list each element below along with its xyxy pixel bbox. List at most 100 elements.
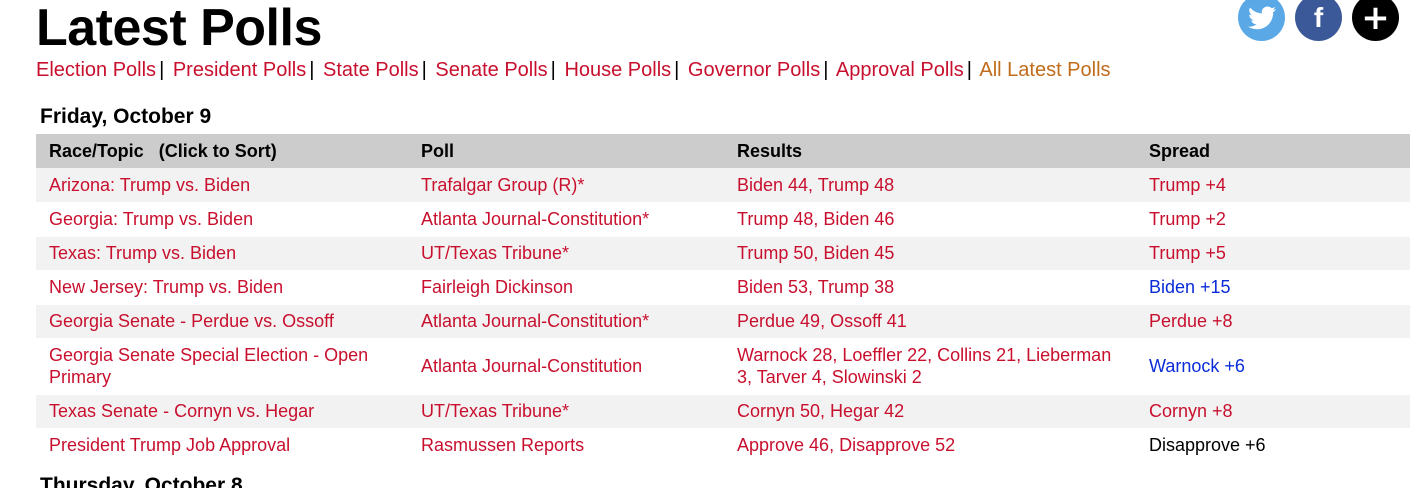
race-cell: New Jersey: Trump vs. Biden <box>36 270 408 305</box>
table-row: Georgia Senate - Perdue vs. Ossoff Atlant… <box>36 304 1410 339</box>
table-row: Arizona: Trump vs. Biden Trafalgar Group … <box>36 168 1410 203</box>
spread-link[interactable]: Disapprove +6 <box>1149 435 1266 455</box>
poll-cell: Rasmussen Reports <box>408 428 724 463</box>
spread-link[interactable]: Trump +4 <box>1149 174 1226 195</box>
table-row: President Trump Job Approval Rasmussen Re… <box>36 428 1410 463</box>
nav-separator: | <box>674 59 680 81</box>
twitter-share-button[interactable] <box>1238 0 1285 41</box>
spread-cell: Biden +15 <box>1136 270 1410 305</box>
more-share-button[interactable]: + <box>1352 0 1399 41</box>
poll-link[interactable]: Trafalgar Group (R)* <box>421 174 585 195</box>
results-column-header[interactable]: Results <box>724 134 1136 168</box>
nav-link-approval-polls[interactable]: Approval Polls <box>835 59 964 81</box>
race-link[interactable]: Texas Senate - Cornyn vs. Hegar <box>49 401 315 421</box>
poll-cell: UT/Texas Tribune* <box>408 236 724 271</box>
nav-link-election-polls[interactable]: Election Polls <box>36 59 157 81</box>
table-row: Georgia Senate Special Election - Open P… <box>36 338 1410 395</box>
nav-separator: | <box>309 59 315 81</box>
page-title: Latest Polls <box>36 0 322 57</box>
nav-link-state-polls[interactable]: State Polls <box>323 59 419 81</box>
nav-link-senate-polls[interactable]: Senate Polls <box>435 59 548 81</box>
results-link[interactable]: Warnock 28, Loeffler 22, Collins 21, Lie… <box>737 345 1112 387</box>
plus-icon: + <box>1361 0 1390 38</box>
spread-cell: Warnock +6 <box>1136 338 1410 395</box>
nav-separator: | <box>550 59 556 81</box>
race-cell: President Trump Job Approval <box>36 428 408 463</box>
poll-link[interactable]: Rasmussen Reports <box>421 435 585 455</box>
spread-link[interactable]: Biden +15 <box>1149 277 1231 297</box>
table-row: New Jersey: Trump vs. Biden Fairleigh Dic… <box>36 270 1410 305</box>
spread-link[interactable]: Cornyn +8 <box>1149 401 1233 421</box>
results-cell: Trump 48, Biden 46 <box>724 202 1136 237</box>
race-link[interactable]: Georgia: Trump vs. Biden <box>49 209 254 229</box>
nav-separator: | <box>421 59 427 81</box>
poll-column-header[interactable]: Poll <box>408 134 724 168</box>
poll-cell: Atlanta Journal-Constitution* <box>408 202 724 237</box>
nav-separator: | <box>159 59 165 81</box>
results-cell: Biden 44, Trump 48 <box>724 168 1136 203</box>
table-row: Georgia: Trump vs. Biden Atlanta Journal-… <box>36 202 1410 237</box>
race-link[interactable]: Arizona: Trump vs. Biden <box>49 174 251 195</box>
race-cell: Georgia: Trump vs. Biden <box>36 202 408 237</box>
nav-link-all-latest-polls[interactable]: All Latest Polls <box>979 59 1111 81</box>
results-cell: Warnock 28, Loeffler 22, Collins 21, Lie… <box>724 338 1136 395</box>
nav-link-president-polls[interactable]: President Polls <box>172 59 307 81</box>
race-cell: Georgia Senate Special Election - Open P… <box>36 338 408 395</box>
race-link[interactable]: Texas: Trump vs. Biden <box>49 243 237 263</box>
poll-link[interactable]: Atlanta Journal-Constitution <box>421 356 643 376</box>
facebook-icon: f <box>1313 1 1324 33</box>
nav-separator: | <box>823 59 829 81</box>
polls-table: Race/Topic (Click to Sort) Poll Results … <box>36 134 1410 463</box>
race-column-header[interactable]: Race/Topic (Click to Sort) <box>36 134 408 168</box>
day-heading: Friday, October 9 <box>40 105 212 128</box>
spread-cell: Trump +2 <box>1136 202 1410 237</box>
race-link[interactable]: New Jersey: Trump vs. Biden <box>49 277 284 297</box>
poll-link[interactable]: Atlanta Journal-Constitution* <box>421 209 650 229</box>
table-header-row: Race/Topic (Click to Sort) Poll Results … <box>36 134 1410 168</box>
poll-link[interactable]: Fairleigh Dickinson <box>421 277 574 297</box>
results-link[interactable]: Trump 48, Biden 46 <box>737 209 895 229</box>
results-cell: Perdue 49, Ossoff 41 <box>724 304 1136 339</box>
results-link[interactable]: Biden 44, Trump 48 <box>737 174 895 195</box>
poll-link[interactable]: Atlanta Journal-Constitution* <box>421 311 650 331</box>
race-cell: Texas: Trump vs. Biden <box>36 236 408 271</box>
race-link[interactable]: Georgia Senate Special Election - Open P… <box>49 345 369 387</box>
poll-cell: UT/Texas Tribune* <box>408 394 724 429</box>
race-cell: Georgia Senate - Perdue vs. Ossoff <box>36 304 408 339</box>
nav-separator: | <box>966 59 972 81</box>
spread-cell: Cornyn +8 <box>1136 394 1410 429</box>
table-row: Texas Senate - Cornyn vs. Hegar UT/Texas … <box>36 394 1410 429</box>
spread-link[interactable]: Trump +5 <box>1149 243 1226 263</box>
next-day-heading: Thursday, October 8 <box>40 474 243 488</box>
spread-link[interactable]: Trump +2 <box>1149 209 1226 229</box>
results-link[interactable]: Approve 46, Disapprove 52 <box>737 435 956 455</box>
poll-cell: Atlanta Journal-Constitution* <box>408 304 724 339</box>
results-link[interactable]: Cornyn 50, Hegar 42 <box>737 401 905 421</box>
race-link[interactable]: Georgia Senate - Perdue vs. Ossoff <box>49 311 334 331</box>
table-row: Texas: Trump vs. Biden UT/Texas Tribune* T… <box>36 236 1410 271</box>
results-cell: Trump 50, Biden 45 <box>724 236 1136 271</box>
poll-cell: Trafalgar Group (R)* <box>408 168 724 203</box>
results-link[interactable]: Trump 50, Biden 45 <box>737 243 895 263</box>
facebook-share-button[interactable]: f <box>1295 0 1342 41</box>
social-share-bar: f + <box>1238 0 1399 41</box>
poll-cell: Atlanta Journal-Constitution <box>408 338 724 395</box>
spread-cell: Trump +4 <box>1136 168 1410 203</box>
spread-link[interactable]: Perdue +8 <box>1149 311 1233 331</box>
spread-cell: Trump +5 <box>1136 236 1410 271</box>
nav-link-governor-polls[interactable]: Governor Polls <box>687 59 821 81</box>
poll-link[interactable]: UT/Texas Tribune* <box>421 401 570 421</box>
results-cell: Approve 46, Disapprove 52 <box>724 428 1136 463</box>
results-cell: Biden 53, Trump 38 <box>724 270 1136 305</box>
results-link[interactable]: Perdue 49, Ossoff 41 <box>737 311 907 331</box>
poll-link[interactable]: UT/Texas Tribune* <box>421 243 570 263</box>
results-link[interactable]: Biden 53, Trump 38 <box>737 277 895 297</box>
race-link[interactable]: President Trump Job Approval <box>49 435 291 455</box>
poll-category-nav: Election Polls | President Polls | State P… <box>36 59 1111 82</box>
results-cell: Cornyn 50, Hegar 42 <box>724 394 1136 429</box>
spread-column-header[interactable]: Spread <box>1136 134 1410 168</box>
spread-link[interactable]: Warnock +6 <box>1149 356 1245 376</box>
nav-link-house-polls[interactable]: House Polls <box>564 59 672 81</box>
race-cell: Arizona: Trump vs. Biden <box>36 168 408 203</box>
race-cell: Texas Senate - Cornyn vs. Hegar <box>36 394 408 429</box>
